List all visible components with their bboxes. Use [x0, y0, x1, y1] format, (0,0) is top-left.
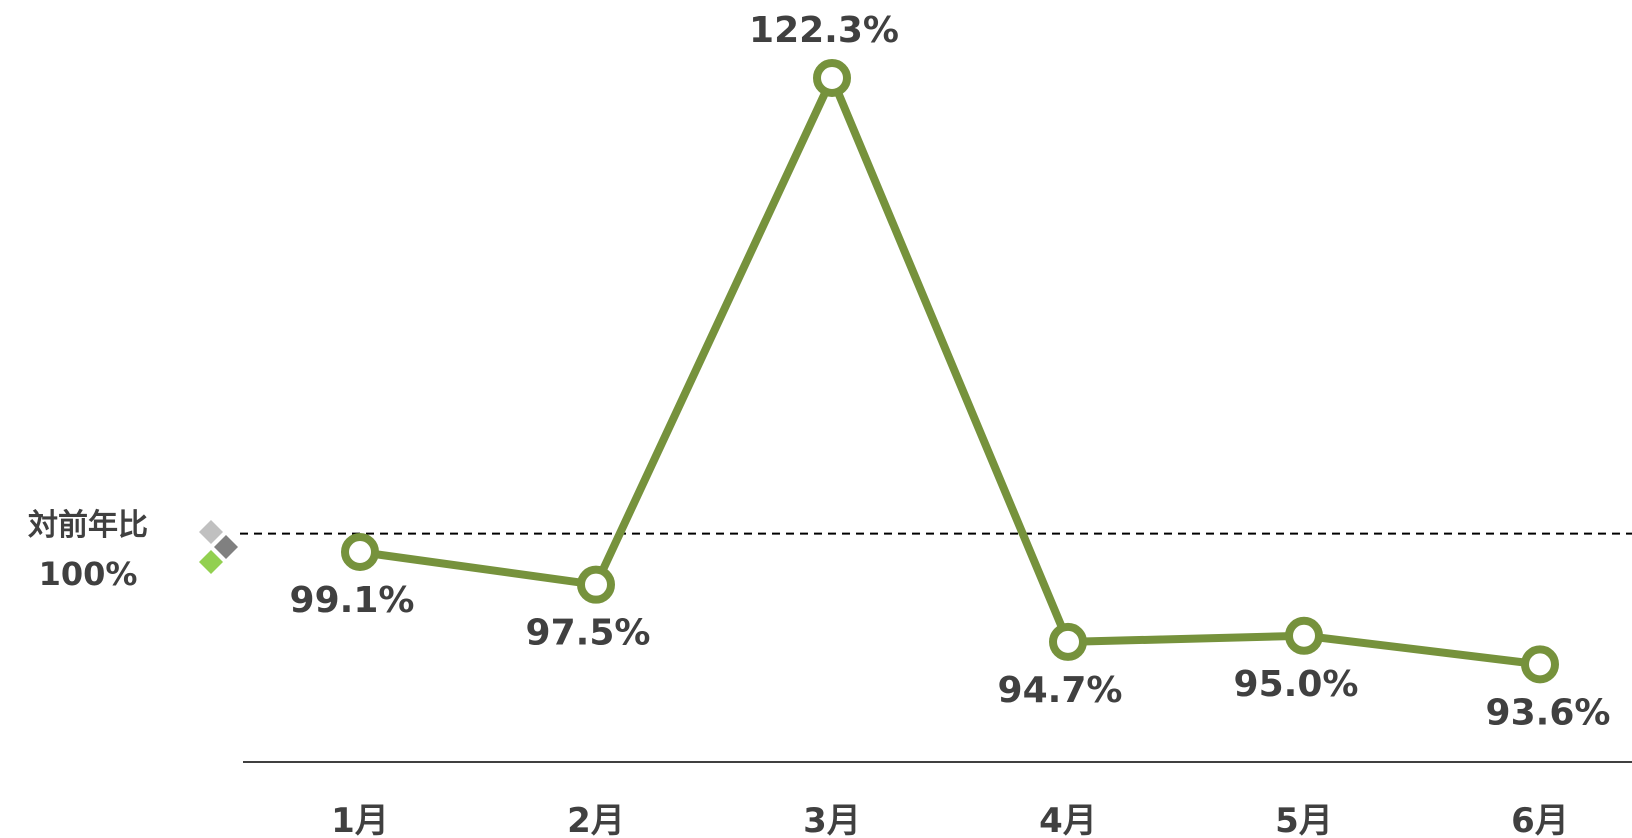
x-tick-label: 6月 — [1511, 801, 1569, 838]
data-point — [1285, 616, 1323, 655]
data-label: 93.6% — [1486, 692, 1611, 733]
reference-diamond-icons — [199, 520, 238, 574]
diamond-dark-gray-icon — [214, 535, 238, 559]
x-tick-label: 4月 — [1039, 801, 1097, 838]
data-label: 99.1% — [290, 580, 415, 621]
data-point — [1521, 645, 1559, 684]
data-label: 97.5% — [526, 613, 651, 654]
x-tick-label: 5月 — [1275, 801, 1333, 838]
data-label: 122.3% — [749, 10, 899, 51]
data-point — [577, 565, 615, 604]
x-tick-label: 2月 — [567, 801, 625, 838]
series-line — [359, 74, 1541, 669]
reference-line-value: 100% — [38, 555, 138, 593]
diamond-green-icon — [199, 550, 223, 574]
data-label: 95.0% — [1234, 664, 1359, 705]
diamond-light-gray-icon — [199, 520, 223, 544]
reference-line-label: 対前年比 — [28, 508, 148, 543]
data-labels: 99.1% 97.5% 122.3% 94.7% 95.0% 93.6% — [290, 10, 1611, 733]
data-point — [1049, 622, 1087, 661]
x-tick-label: 1月 — [331, 801, 389, 838]
data-point — [813, 59, 851, 97]
x-tick-label: 3月 — [803, 801, 861, 838]
x-tick-labels: 1月 2月 3月 4月 5月 6月 — [331, 801, 1569, 838]
data-points — [341, 59, 1559, 684]
data-label: 94.7% — [998, 670, 1123, 711]
data-point — [341, 532, 379, 571]
